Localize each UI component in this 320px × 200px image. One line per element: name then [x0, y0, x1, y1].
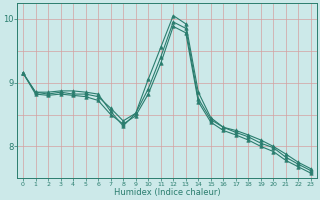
X-axis label: Humidex (Indice chaleur): Humidex (Indice chaleur): [114, 188, 220, 197]
